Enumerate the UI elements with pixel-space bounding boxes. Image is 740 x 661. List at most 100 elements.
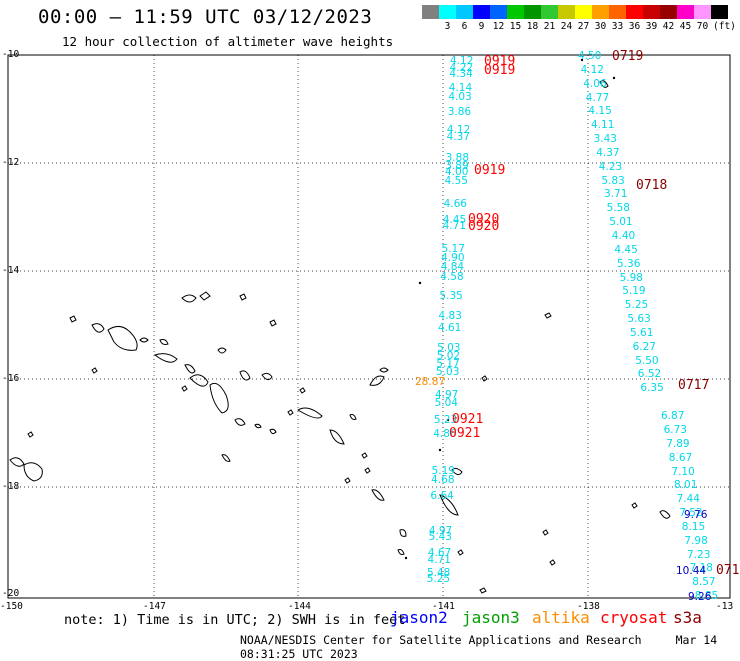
wave-height-label: 4.71 xyxy=(442,220,466,232)
legend-swatch xyxy=(490,5,507,19)
footer-credit: NOAA/NESDIS Center for Satellite Applica… xyxy=(240,633,642,647)
wave-height-label: 5.35 xyxy=(439,290,463,302)
wave-height-label: 4.55 xyxy=(444,175,468,187)
legend-label: 15 xyxy=(509,21,522,32)
legend-swatch xyxy=(694,5,711,19)
wave-height-label: 4.83 xyxy=(438,310,462,322)
pass-time-label: 0920 xyxy=(468,212,500,227)
wave-height-label: 6.35 xyxy=(640,382,664,395)
wave-height-label: 4.12 xyxy=(580,63,604,76)
pass-time-label: 0919 xyxy=(484,54,516,69)
lon-label: -150 xyxy=(0,601,23,612)
color-legend xyxy=(422,5,728,19)
legend-swatch xyxy=(558,5,575,19)
lon-label: -147 xyxy=(143,601,166,612)
legend-label: 33 xyxy=(611,21,624,32)
legend-label: 12 xyxy=(492,21,505,32)
legend-label: 42 xyxy=(662,21,675,32)
wave-height-label: 4.86 xyxy=(433,428,457,440)
legend-label: 9 xyxy=(478,21,485,32)
wave-height-label: 6.64 xyxy=(430,490,454,502)
wave-height-label: 8.85 xyxy=(694,590,719,603)
wave-height-label: 3.71 xyxy=(604,188,628,201)
wave-height-label: 4.37 xyxy=(596,146,620,159)
legend-swatch xyxy=(473,5,490,19)
wave-height-label: 4.45 xyxy=(442,214,467,226)
lat-label: -14 xyxy=(2,265,20,276)
wave-height-label: 5.23 xyxy=(433,414,458,426)
satellite-label: jason3 xyxy=(462,608,520,627)
wave-height-label: 5.03 xyxy=(437,342,461,354)
legend-swatch xyxy=(439,5,456,19)
wave-height-label: 3.86 xyxy=(447,106,472,118)
legend-swatch xyxy=(507,5,524,19)
wave-height-label: 5.48 xyxy=(426,567,451,579)
satellite-label: altika xyxy=(532,608,590,627)
legend-swatch xyxy=(456,5,473,19)
grid-lines xyxy=(8,55,730,598)
wave-height-label: 4.90 xyxy=(441,252,465,264)
wave-height-label: 4.77 xyxy=(585,91,610,104)
wave-height-label: 4.66 xyxy=(443,198,467,210)
pass-time-label: 0921 xyxy=(452,412,484,427)
wave-height-label: 6.52 xyxy=(637,368,662,381)
island-outlines xyxy=(9,80,671,594)
wave-height-label: 4.12 xyxy=(446,124,471,136)
pass-time-label: 0921 xyxy=(449,426,481,441)
page-title: 00:00 – 11:59 UTC 03/12/2023 xyxy=(38,6,373,28)
wave-height-label: 5.98 xyxy=(619,271,643,284)
wave-height-label: 9.76 xyxy=(684,509,708,521)
wave-height-label: 6.87 xyxy=(661,410,685,423)
footer: NOAA/NESDIS Center for Satellite Applica… xyxy=(240,633,740,661)
lat-label: -12 xyxy=(2,157,20,168)
wave-height-label: 4.11 xyxy=(591,119,615,132)
wave-height-label: 4.03 xyxy=(448,91,472,103)
legend-swatch xyxy=(677,5,694,19)
legend-swatch xyxy=(711,5,728,19)
lon-label: -144 xyxy=(288,601,311,612)
lon-label: -13 xyxy=(716,601,734,612)
wave-height-label: 4.12 xyxy=(450,55,474,67)
legend-label: 36 xyxy=(628,21,641,32)
satellite-label: jason2 xyxy=(390,608,448,627)
wave-height-label: 6.73 xyxy=(663,424,687,436)
legend-label: 45 xyxy=(679,21,692,32)
wave-height-label: 9.26 xyxy=(688,591,712,603)
wave-height-label: 5.43 xyxy=(428,531,452,543)
pass-time-label: 0920 xyxy=(468,219,500,234)
wave-height-label: 5.01 xyxy=(609,216,633,229)
pass-time-label: 0919 xyxy=(474,163,506,178)
lon-label: -138 xyxy=(577,601,600,612)
legend-swatch xyxy=(643,5,660,19)
legend-label: 24 xyxy=(560,21,573,32)
page-subtitle: 12 hour collection of altimeter wave hei… xyxy=(62,34,394,49)
legend-label: 6 xyxy=(461,21,468,32)
wave-height-label: 4.14 xyxy=(448,82,473,94)
wave-height-label: 3.88 xyxy=(445,152,470,164)
pass-time-label: 0719 xyxy=(612,49,644,64)
wave-height-label: 5.02 xyxy=(436,350,461,362)
wave-height-label: 4.06 xyxy=(583,77,607,90)
legend-swatch xyxy=(626,5,643,19)
legend-swatch xyxy=(541,5,558,19)
legend-label: 27 xyxy=(577,21,590,32)
wave-height-label: 5.19 xyxy=(431,465,455,477)
wave-height-label: 7.89 xyxy=(666,437,690,450)
wave-height-label: 7.98 xyxy=(684,534,708,547)
legend-label: 30 xyxy=(594,21,607,32)
lat-label: -16 xyxy=(2,373,20,384)
wave-height-label: 8.01 xyxy=(674,479,698,492)
lat-label: -10 xyxy=(2,49,20,60)
legend-swatch xyxy=(422,5,439,19)
wave-height-label: 4.15 xyxy=(588,105,612,118)
wave-height-label: 5.61 xyxy=(630,326,654,339)
small-dots xyxy=(404,58,616,560)
legend-label: 70 xyxy=(696,21,709,32)
satellite-label: s3a xyxy=(673,608,702,627)
wave-height-label: 10.44 xyxy=(676,565,707,577)
legend-label: 3 xyxy=(444,21,451,32)
legend-label: 18 xyxy=(526,21,539,32)
pass-time-label: 0718 xyxy=(636,178,668,193)
wave-height-label: 4.23 xyxy=(598,160,623,173)
